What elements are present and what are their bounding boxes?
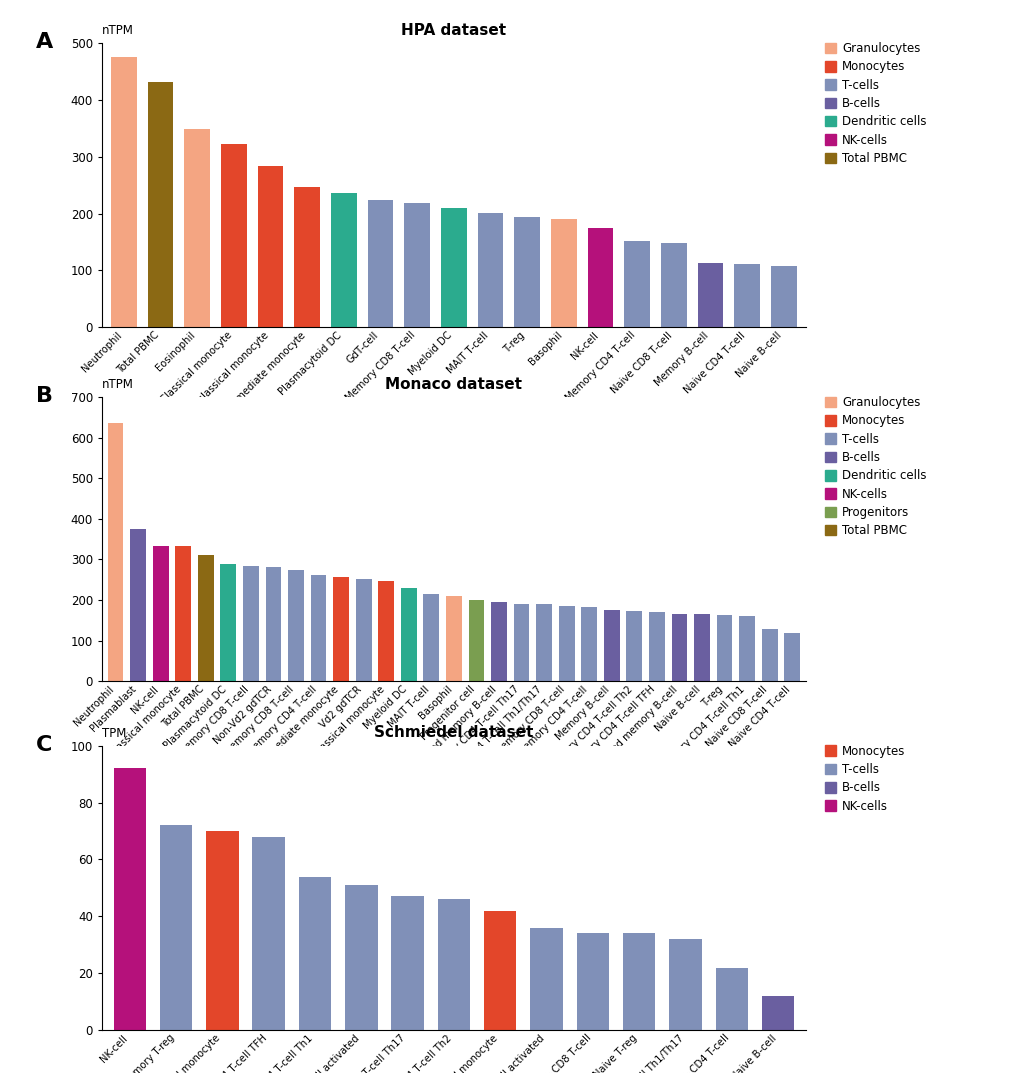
Bar [184,130,210,327]
Title: Monaco dataset: Monaco dataset [385,377,522,392]
Bar [175,546,191,681]
Bar [784,633,799,681]
Bar [550,219,576,327]
Bar [243,567,259,681]
Bar [160,825,193,1030]
Bar [514,604,529,681]
Bar [311,575,326,681]
Bar [287,571,304,681]
Bar [739,616,754,681]
Bar [391,896,423,1030]
Bar [423,594,439,681]
Bar [660,244,686,327]
Bar [536,604,551,681]
Text: nTPM: nTPM [102,25,133,38]
Bar [404,203,430,327]
Bar [770,266,796,327]
Bar [113,768,146,1030]
Bar [445,597,462,681]
Bar [220,563,236,681]
Bar [206,831,238,1030]
Bar [344,885,377,1030]
Bar [761,996,794,1030]
Bar [530,928,562,1030]
Bar [331,193,357,327]
Bar [333,577,348,681]
Bar [299,877,331,1030]
Bar [477,212,503,327]
Bar [198,555,213,681]
Legend: Granulocytes, Monocytes, T-cells, B-cells, Dendritic cells, NK-cells, Total PBMC: Granulocytes, Monocytes, T-cells, B-cell… [819,38,930,170]
Bar [761,629,776,681]
Bar [400,588,417,681]
Text: nTPM: nTPM [102,379,133,392]
Bar [581,607,596,681]
Title: HPA dataset: HPA dataset [400,23,506,38]
Bar [626,612,642,681]
Bar [490,602,506,681]
Legend: Granulocytes, Monocytes, T-cells, B-cells, Dendritic cells, NK-cells, Progenitor: Granulocytes, Monocytes, T-cells, B-cell… [819,392,930,542]
Bar [514,217,539,327]
Bar [671,614,687,681]
Bar [558,606,574,681]
Bar [368,200,393,327]
Bar [697,263,722,327]
Title: Schmiedel dataset: Schmiedel dataset [374,725,533,740]
Bar [265,568,281,681]
Bar [378,582,393,681]
Bar [258,165,283,327]
Legend: Monocytes, T-cells, B-cells, NK-cells: Monocytes, T-cells, B-cells, NK-cells [819,740,910,818]
Bar [734,264,759,327]
Bar [716,615,732,681]
Bar [130,529,146,681]
Bar [108,424,123,681]
Text: C: C [36,735,52,755]
Bar [253,837,284,1030]
Text: A: A [36,32,53,53]
Bar [484,911,516,1030]
Bar [624,240,649,327]
Bar [714,968,747,1030]
Bar [576,934,608,1030]
Bar [587,227,612,327]
Bar [356,579,371,681]
Bar [603,611,620,681]
Bar [668,939,701,1030]
Bar [648,613,664,681]
Bar [623,934,654,1030]
Bar [221,144,247,327]
Bar [437,899,470,1030]
Bar [111,57,137,327]
Bar [694,614,709,681]
Bar [440,208,467,327]
Bar [153,546,168,681]
Bar [294,187,320,327]
Bar [468,600,484,681]
Bar [148,82,173,327]
Text: TPM: TPM [102,727,126,740]
Text: B: B [36,386,53,407]
